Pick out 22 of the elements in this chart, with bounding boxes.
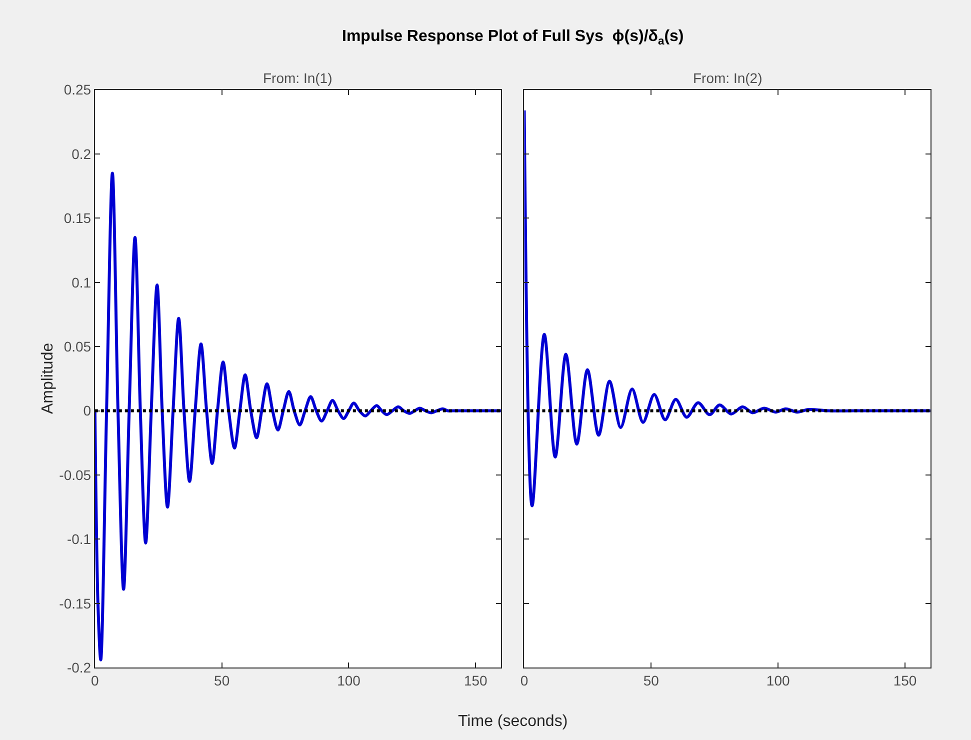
y-tick-label: 0.25 <box>64 82 92 98</box>
chart-subtitle: From: In(1) <box>263 70 332 86</box>
y-tick-label: -0.05 <box>59 466 92 483</box>
y-tick-label: -0.2 <box>66 659 92 676</box>
x-tick-label: 150 <box>893 672 917 688</box>
x-axis-title: Time (seconds) <box>458 713 568 730</box>
x-tick-label: 150 <box>464 672 488 688</box>
x-tick-label: 50 <box>214 672 230 688</box>
y-tick-label: 0.1 <box>72 274 92 290</box>
y-tick-label: 0 <box>83 402 92 419</box>
y-tick-label: -0.1 <box>66 531 92 548</box>
x-tick-label: 0 <box>520 672 528 688</box>
x-tick-label: 50 <box>643 672 660 688</box>
y-tick-label: 0.05 <box>64 338 92 354</box>
y-tick-label: 0.15 <box>64 210 92 226</box>
x-tick-label: 100 <box>766 672 790 688</box>
y-axis-title: Amplitude <box>40 342 57 414</box>
x-tick-label: 100 <box>337 672 361 688</box>
y-tick-label: -0.15 <box>59 595 92 612</box>
y-tick-label: 0.2 <box>72 146 92 162</box>
chart-title: Impulse Response Plot of Full Sys ϕ(s)/δ$_{a}$(s) <box>342 28 684 48</box>
chart-subtitle: From: In(2) <box>693 70 762 86</box>
